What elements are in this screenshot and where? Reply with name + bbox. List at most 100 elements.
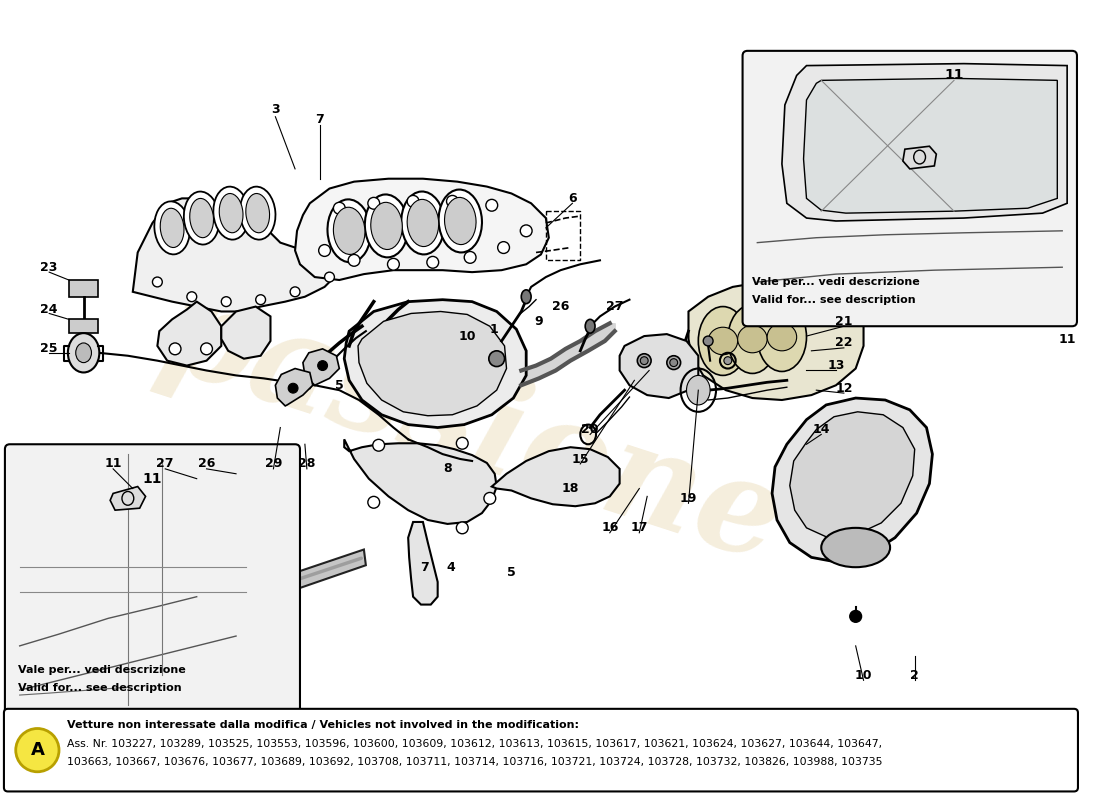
- Ellipse shape: [365, 194, 408, 258]
- Text: 9: 9: [535, 315, 543, 328]
- Ellipse shape: [68, 333, 99, 373]
- Text: 27: 27: [156, 458, 174, 470]
- Ellipse shape: [187, 292, 197, 302]
- Ellipse shape: [367, 496, 380, 508]
- Ellipse shape: [367, 198, 380, 209]
- Ellipse shape: [221, 297, 231, 306]
- Ellipse shape: [585, 319, 595, 333]
- Polygon shape: [790, 412, 915, 538]
- Ellipse shape: [738, 326, 767, 353]
- Polygon shape: [133, 198, 349, 311]
- Text: 7: 7: [316, 113, 324, 126]
- Ellipse shape: [373, 439, 385, 451]
- Polygon shape: [274, 550, 366, 594]
- Text: A: A: [31, 741, 44, 759]
- Text: 20: 20: [582, 423, 598, 436]
- Ellipse shape: [637, 354, 651, 367]
- Text: 26: 26: [552, 300, 570, 313]
- Ellipse shape: [488, 351, 505, 366]
- Text: Ass. Nr. 103227, 103289, 103525, 103553, 103596, 103600, 103609, 103612, 103613,: Ass. Nr. 103227, 103289, 103525, 103553,…: [67, 739, 882, 750]
- Text: 19: 19: [680, 492, 697, 505]
- Ellipse shape: [521, 290, 531, 304]
- Polygon shape: [302, 349, 339, 386]
- Text: 28: 28: [298, 458, 316, 470]
- Ellipse shape: [324, 272, 334, 282]
- Polygon shape: [221, 306, 271, 358]
- Ellipse shape: [444, 198, 476, 245]
- Text: 27: 27: [606, 300, 624, 313]
- Text: 10: 10: [459, 330, 476, 342]
- Ellipse shape: [484, 493, 496, 504]
- Ellipse shape: [427, 257, 439, 268]
- Polygon shape: [689, 282, 864, 400]
- Ellipse shape: [850, 610, 861, 622]
- Ellipse shape: [154, 202, 190, 254]
- Polygon shape: [408, 522, 438, 605]
- Ellipse shape: [703, 336, 713, 346]
- Ellipse shape: [387, 258, 399, 270]
- Ellipse shape: [407, 195, 419, 207]
- Ellipse shape: [189, 198, 213, 238]
- Text: 13: 13: [827, 359, 845, 372]
- FancyBboxPatch shape: [742, 51, 1077, 326]
- Ellipse shape: [245, 194, 270, 233]
- Ellipse shape: [520, 225, 532, 237]
- Text: 11: 11: [104, 458, 122, 470]
- Ellipse shape: [213, 186, 249, 240]
- Ellipse shape: [319, 245, 330, 257]
- Ellipse shape: [767, 323, 796, 351]
- Ellipse shape: [255, 294, 265, 305]
- Text: 6: 6: [568, 192, 576, 205]
- FancyBboxPatch shape: [4, 709, 1078, 791]
- Text: passione: passione: [145, 269, 799, 590]
- Ellipse shape: [670, 358, 678, 366]
- Ellipse shape: [349, 254, 360, 266]
- Ellipse shape: [464, 251, 476, 263]
- Polygon shape: [358, 311, 506, 416]
- Ellipse shape: [497, 242, 509, 254]
- Text: 21: 21: [835, 315, 852, 328]
- Text: 3: 3: [271, 103, 279, 116]
- Text: 22: 22: [835, 337, 852, 350]
- Text: Vetture non interessate dalla modifica / Vehicles not involved in the modificati: Vetture non interessate dalla modifica /…: [67, 719, 579, 730]
- Text: 12: 12: [835, 382, 852, 394]
- Text: Vale per... vedi descrizione: Vale per... vedi descrizione: [18, 666, 186, 675]
- Ellipse shape: [724, 357, 732, 365]
- Text: 26: 26: [198, 458, 216, 470]
- Ellipse shape: [698, 306, 748, 375]
- Polygon shape: [903, 146, 936, 169]
- Text: Valid for... see description: Valid for... see description: [18, 683, 182, 693]
- Text: 25: 25: [41, 342, 58, 355]
- Polygon shape: [110, 486, 145, 510]
- Text: 7: 7: [420, 561, 429, 574]
- Ellipse shape: [708, 327, 738, 354]
- Text: 23: 23: [41, 261, 58, 274]
- Ellipse shape: [318, 361, 328, 370]
- Polygon shape: [492, 447, 619, 506]
- Ellipse shape: [757, 302, 806, 371]
- Text: 11: 11: [1058, 333, 1076, 346]
- Text: 5: 5: [507, 566, 516, 578]
- Polygon shape: [772, 398, 933, 562]
- Ellipse shape: [328, 199, 371, 262]
- Text: 18: 18: [562, 482, 579, 495]
- Polygon shape: [295, 178, 549, 280]
- Ellipse shape: [486, 199, 497, 211]
- Ellipse shape: [822, 528, 890, 567]
- Ellipse shape: [333, 207, 365, 254]
- Ellipse shape: [169, 343, 182, 354]
- Text: Vale per... vedi descrizione: Vale per... vedi descrizione: [752, 277, 921, 287]
- Ellipse shape: [402, 191, 444, 254]
- Text: 8: 8: [443, 462, 452, 475]
- Text: 11: 11: [944, 69, 964, 82]
- Text: 15: 15: [572, 453, 588, 466]
- Polygon shape: [275, 369, 312, 406]
- Polygon shape: [344, 439, 497, 524]
- Text: 103663, 103667, 103676, 103677, 103689, 103692, 103708, 103711, 103714, 103716, : 103663, 103667, 103676, 103677, 103689, …: [67, 757, 882, 767]
- Ellipse shape: [290, 287, 300, 297]
- Circle shape: [15, 729, 59, 772]
- Text: 24: 24: [41, 303, 58, 316]
- Polygon shape: [69, 319, 98, 333]
- Ellipse shape: [240, 186, 275, 240]
- Ellipse shape: [667, 356, 681, 370]
